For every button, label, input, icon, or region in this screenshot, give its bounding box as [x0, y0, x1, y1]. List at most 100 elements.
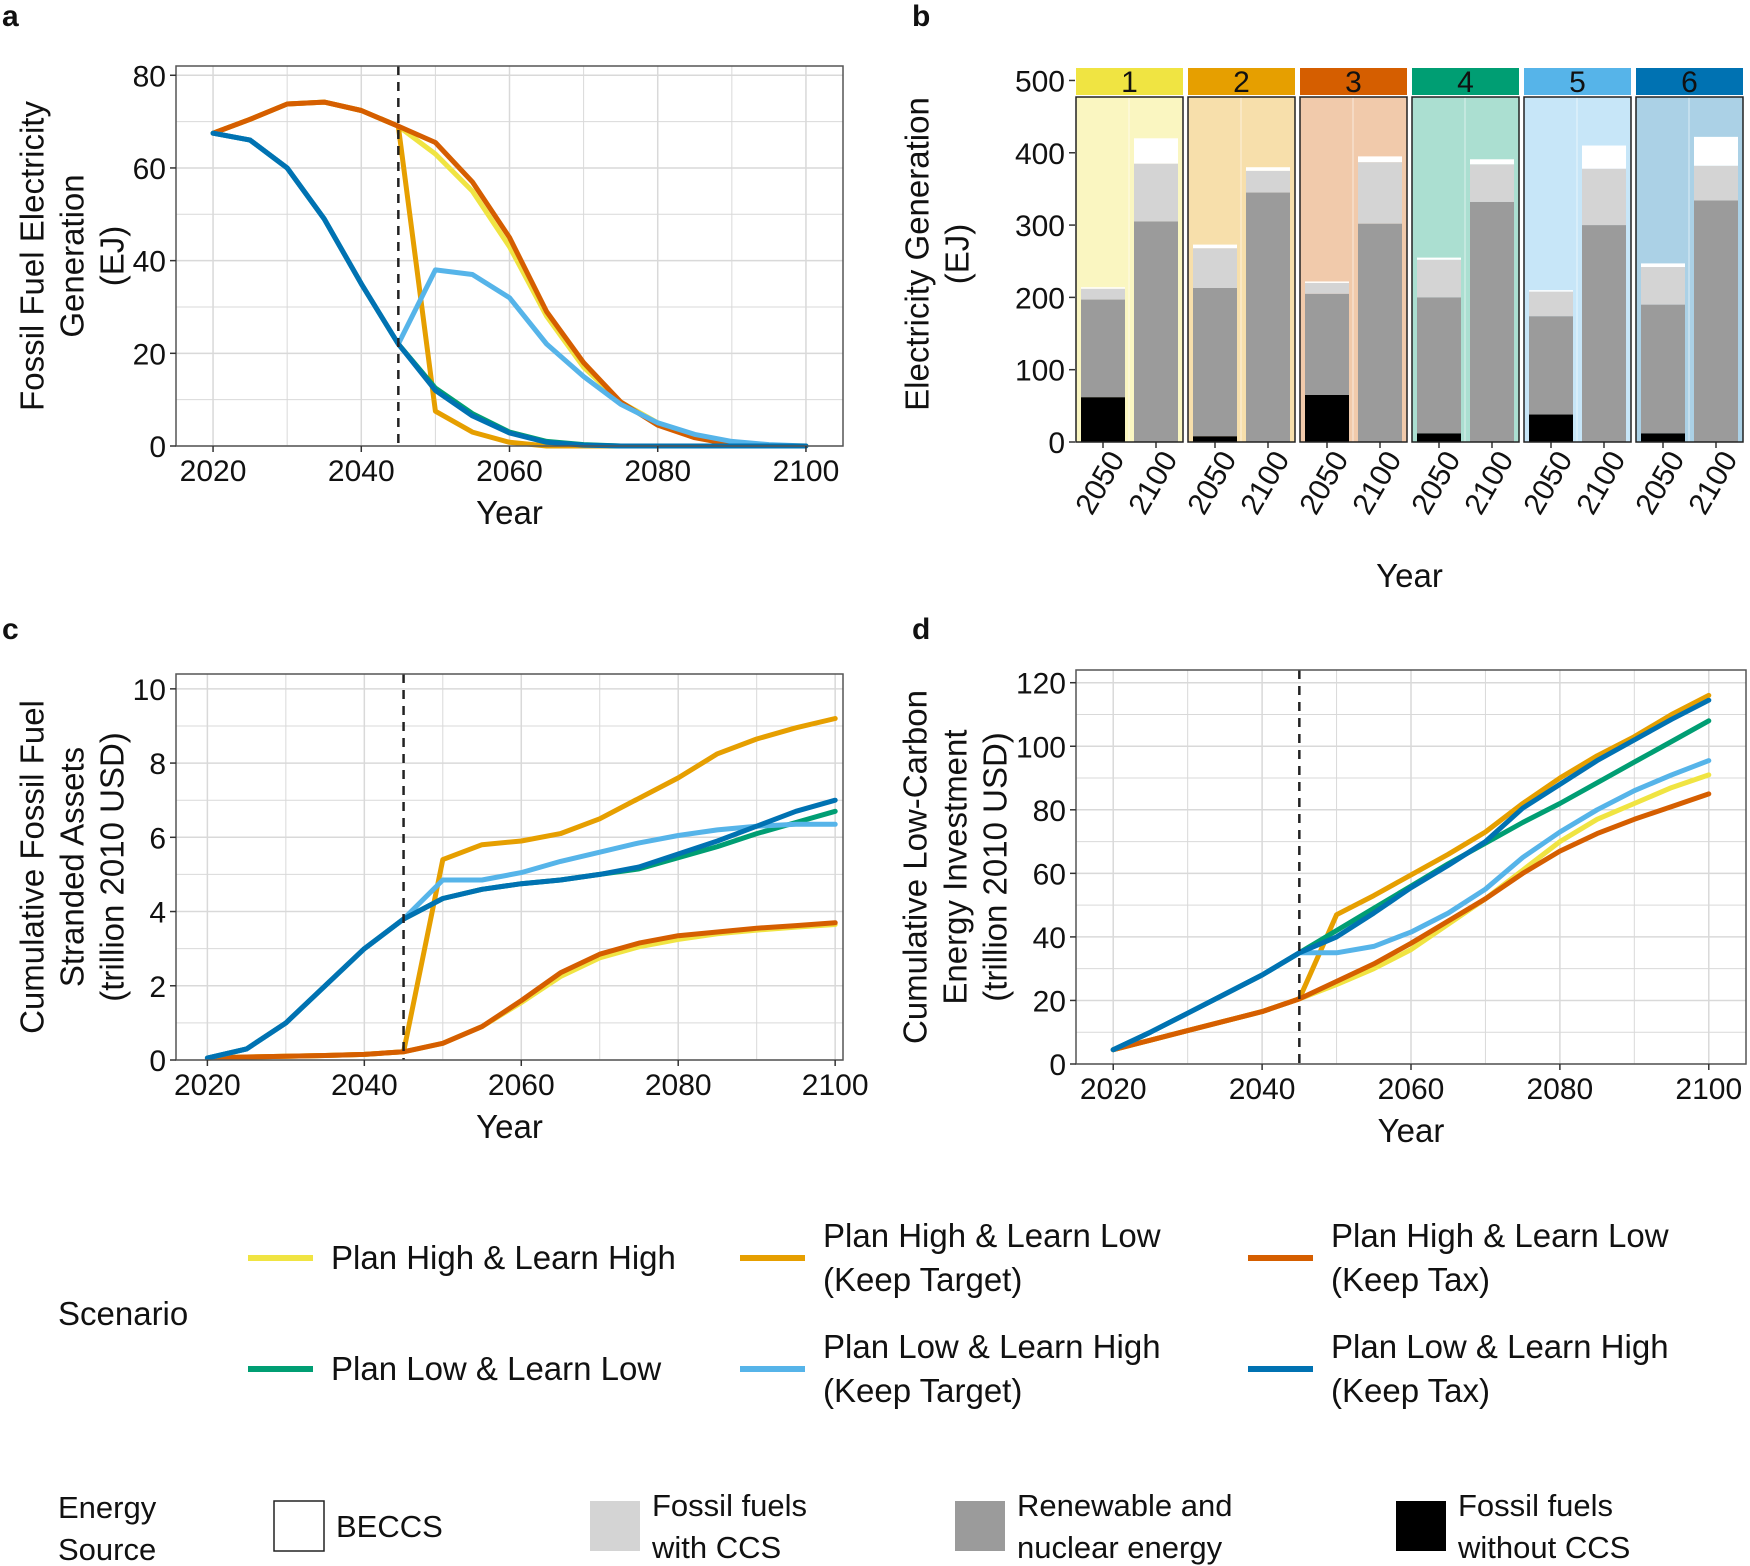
energy-legend-label: without CCS — [1457, 1530, 1630, 1565]
facet-frame — [1411, 96, 1520, 443]
energy-legend-swatch — [1396, 1501, 1446, 1551]
stacked-bar-segment — [1641, 304, 1685, 434]
stacked-bar-segment — [1305, 282, 1349, 294]
x-tick-label: 2100 — [1346, 446, 1408, 520]
x-axis-title: Year — [476, 494, 543, 531]
stacked-bar-segment — [1305, 293, 1349, 395]
stacked-bar-segment — [1081, 287, 1125, 289]
x-tick-label: 2040 — [331, 1069, 398, 1102]
scenario-legend-label: (Keep Target) — [823, 1261, 1022, 1298]
x-tick-label: 2020 — [1080, 1073, 1147, 1106]
y-tick-label: 120 — [1016, 668, 1066, 701]
stacked-bar-segment — [1246, 192, 1290, 442]
energy-legend-label: BECCS — [336, 1509, 443, 1544]
y-tick-label: 20 — [133, 338, 166, 371]
stacked-bar-segment — [1134, 163, 1178, 222]
energy-legend-title: Energy — [58, 1490, 157, 1525]
series-line — [204, 920, 838, 1061]
y-tick-label: 8 — [149, 748, 166, 781]
stacked-bar-segment — [1305, 395, 1349, 442]
stacked-bar-segment — [1417, 259, 1461, 298]
facet-strip — [1636, 68, 1743, 95]
y-tick-label: 100 — [1016, 731, 1066, 764]
scenario-legend-label: Plan Low & Learn Low — [331, 1350, 661, 1387]
y-axis-title-line: Cumulative Fossil Fuel — [14, 700, 51, 1034]
facet-strip-label: 2 — [1233, 66, 1250, 99]
plot-frame — [175, 673, 844, 1061]
scenario-legend-label: Plan Low & Learn High — [1331, 1328, 1669, 1365]
y-tick-label: 60 — [133, 153, 166, 186]
y-axis-title-line: (trillion 2010 USD) — [977, 732, 1014, 1002]
y-axis-title-line: Cumulative Low-Carbon — [897, 690, 934, 1044]
x-axis-title: Year — [1378, 1112, 1445, 1149]
x-tick-label: 2080 — [624, 455, 691, 488]
stacked-bar-segment — [1529, 290, 1573, 292]
scenario-legend-label: (Keep Target) — [823, 1372, 1022, 1409]
series-line — [1110, 791, 1712, 1053]
stacked-bar-segment — [1694, 165, 1738, 201]
scenario-legend-title: Scenario — [58, 1295, 188, 1332]
x-tick-label: 2060 — [1378, 1073, 1445, 1106]
facet-strip — [1188, 68, 1295, 95]
energy-legend-label: Fossil fuels — [652, 1488, 807, 1523]
x-tick-label: 2100 — [1682, 446, 1744, 520]
x-tick-label: 2050 — [1629, 446, 1691, 520]
stacked-bar-segment — [1582, 225, 1626, 442]
y-tick-label: 200 — [1015, 282, 1065, 315]
stacked-bar-segment — [1193, 248, 1237, 288]
y-tick-label: 2 — [149, 971, 166, 1004]
y-tick-label: 40 — [1033, 922, 1066, 955]
stacked-bar-segment — [1641, 267, 1685, 305]
stacked-bar-segment — [1358, 162, 1402, 224]
series-line — [204, 797, 838, 1061]
stacked-bar-segment — [1246, 170, 1290, 193]
stacked-bar-segment — [1417, 257, 1461, 260]
y-tick-label: 80 — [133, 60, 166, 93]
legend: Scenario Plan High & Learn High Plan High … — [58, 1217, 1669, 1566]
y-tick-label: 4 — [149, 897, 166, 930]
x-tick-label: 2050 — [1517, 446, 1579, 520]
stacked-bar-segment — [1193, 244, 1237, 249]
panel-c-line-chart: 2020 2040 2060 2080 2100 0 2 4 6 8 10 Year Cumulativ… — [14, 673, 869, 1145]
facet-strip-label: 1 — [1121, 66, 1138, 99]
facet-strip — [1076, 68, 1183, 95]
y-tick-label: 0 — [149, 431, 166, 464]
x-tick-label: 2100 — [1458, 446, 1520, 520]
stacked-bar-segment — [1470, 201, 1514, 442]
facet-frame — [1187, 96, 1296, 443]
x-tick-label: 2060 — [476, 455, 543, 488]
energy-legend-swatch — [955, 1501, 1005, 1551]
stacked-bar-segment — [1081, 299, 1125, 398]
y-axis-title-line: Fossil Fuel Electricity — [14, 101, 51, 411]
scenario-legend-label: Plan High & Learn Low — [1331, 1217, 1669, 1254]
facet-strip-label: 5 — [1569, 66, 1586, 99]
x-tick-label: 2100 — [802, 1069, 869, 1102]
stacked-bar-segment — [1193, 436, 1237, 442]
stacked-bar-segment — [1529, 316, 1573, 415]
facet-strip — [1524, 68, 1631, 95]
scenario-legend-label: Plan Low & Learn High — [823, 1328, 1161, 1365]
facet-frame — [1075, 96, 1184, 443]
scenario-legend-label: Plan High & Learn Low — [823, 1217, 1161, 1254]
facet-strip — [1412, 68, 1519, 95]
x-axis-title: Year — [1376, 557, 1443, 594]
energy-legend-title: Source — [58, 1532, 156, 1566]
facet-strip — [1300, 68, 1407, 95]
facet-frame — [1299, 96, 1408, 443]
y-tick-label: 10 — [133, 674, 166, 707]
facet-strip-label: 6 — [1681, 66, 1698, 99]
stacked-bar-segment — [1358, 223, 1402, 442]
stacked-bar-segment — [1470, 164, 1514, 202]
x-tick-label: 2020 — [174, 1069, 241, 1102]
stacked-bar-segment — [1305, 281, 1349, 283]
x-tick-label: 2080 — [1527, 1073, 1594, 1106]
panel-label-b: b — [912, 0, 930, 33]
x-tick-label: 2040 — [328, 455, 395, 488]
panel-label-a: a — [2, 0, 19, 33]
x-tick-label: 2100 — [1570, 446, 1632, 520]
facet-frame — [1523, 96, 1632, 443]
stacked-bar-segment — [1529, 291, 1573, 317]
energy-legend-swatch — [273, 1500, 325, 1552]
y-tick-label: 0 — [1048, 427, 1065, 460]
